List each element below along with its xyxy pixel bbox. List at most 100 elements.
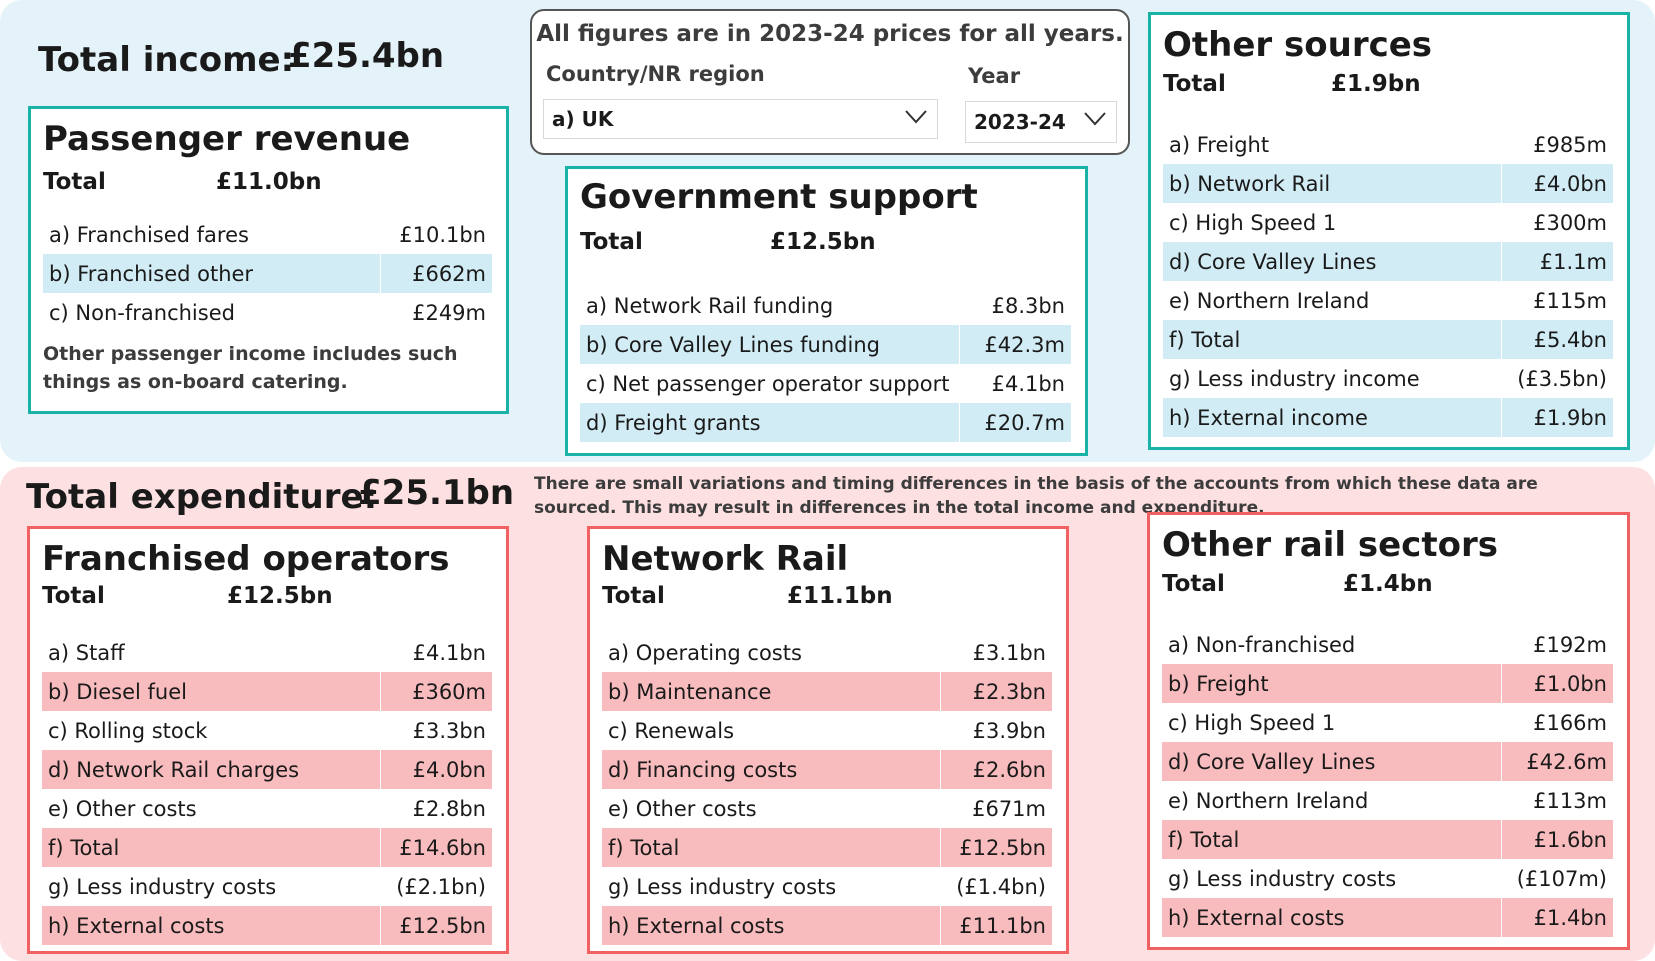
card-total-label: Total (602, 583, 665, 609)
card-total-value: £12.5bn (227, 583, 333, 609)
row-label: g) Less industry costs (1168, 866, 1397, 891)
row-label: c) High Speed 1 (1168, 710, 1336, 735)
table-row: c) Net passenger operator support £4.1bn (580, 364, 1071, 403)
total-income-value: £25.4bn (288, 36, 445, 76)
row-label: b) Network Rail (1169, 171, 1331, 196)
row-label: b) Core Valley Lines funding (586, 332, 880, 357)
region-dropdown[interactable]: a) UK (543, 99, 938, 139)
table-row: e) Northern Ireland £115m (1163, 281, 1613, 320)
table-row: a) Network Rail funding £8.3bn (580, 286, 1071, 325)
table-row: e) Other costs £2.8bn (42, 789, 492, 828)
other-sources-card: Other sources Total £1.9bn a) Freight £98… (1148, 12, 1630, 450)
row-label: c) High Speed 1 (1169, 210, 1337, 235)
table-row: b) Core Valley Lines funding £42.3m (580, 325, 1071, 364)
card-title: Other sources (1163, 25, 1433, 65)
table-row: h) External costs £1.4bn (1162, 898, 1613, 937)
row-value: £249m (412, 300, 486, 325)
row-value: £8.3bn (991, 293, 1065, 318)
row-value: £300m (1533, 210, 1607, 235)
table-row: g) Less industry costs (£107m) (1162, 859, 1613, 898)
row-value: £20.7m (959, 403, 1071, 442)
card-total-label: Total (42, 583, 105, 609)
row-value: £166m (1533, 710, 1607, 735)
row-value: £5.4bn (1501, 320, 1613, 359)
table-row: a) Operating costs £3.1bn (602, 633, 1052, 672)
row-label: c) Renewals (608, 718, 735, 743)
table-row: c) Rolling stock £3.3bn (42, 711, 492, 750)
network-rail-card: Network Rail Total £11.1bn a) Operating … (587, 526, 1069, 954)
prices-caption: All figures are in 2023-24 prices for al… (536, 21, 1124, 47)
row-value: £4.0bn (1501, 164, 1613, 203)
row-value: £42.6m (1501, 742, 1613, 781)
row-value: £1.6bn (1501, 820, 1613, 859)
region-filter-label: Country/NR region (546, 62, 765, 86)
total-income-label: Total income: (38, 40, 295, 80)
row-label: b) Franchised other (49, 261, 254, 286)
total-expenditure-label: Total expenditure: (26, 477, 378, 517)
region-dropdown-value: a) UK (552, 107, 614, 131)
card-title: Government support (580, 177, 978, 217)
table-row: h) External costs £11.1bn (602, 906, 1052, 945)
row-label: h) External costs (608, 913, 785, 938)
government-support-card: Government support Total £12.5bn a) Netw… (565, 166, 1088, 456)
row-value: £4.1bn (412, 640, 486, 665)
table-row: d) Core Valley Lines £42.6m (1162, 742, 1613, 781)
row-value: £4.1bn (991, 371, 1065, 396)
card-total-label: Total (580, 229, 643, 255)
year-dropdown[interactable]: 2023-24 (965, 101, 1117, 143)
row-value: £2.6bn (940, 750, 1052, 789)
franchised-operators-card: Franchised operators Total £12.5bn a) St… (27, 526, 509, 954)
table-row: g) Less industry costs (£1.4bn) (602, 867, 1052, 906)
row-label: h) External costs (1168, 905, 1345, 930)
row-value: £4.0bn (380, 750, 492, 789)
year-dropdown-value: 2023-24 (974, 110, 1066, 134)
row-value: £10.1bn (399, 222, 486, 247)
row-label: e) Other costs (48, 796, 197, 821)
row-value: £2.8bn (412, 796, 486, 821)
row-label: a) Freight (1169, 132, 1270, 157)
row-value: £2.3bn (940, 672, 1052, 711)
row-value: £985m (1533, 132, 1607, 157)
card-total-label: Total (43, 169, 106, 195)
chevron-down-icon (1084, 112, 1106, 126)
table-row: e) Northern Ireland £113m (1162, 781, 1613, 820)
row-label: b) Freight (1168, 671, 1269, 696)
filter-panel: All figures are in 2023-24 prices for al… (530, 9, 1130, 155)
row-value: £192m (1533, 632, 1607, 657)
row-label: g) Less industry income (1169, 366, 1420, 391)
table-row: d) Core Valley Lines £1.1m (1163, 242, 1613, 281)
table-row: e) Other costs £671m (602, 789, 1052, 828)
total-expenditure: Total expenditure: £25.1bn (26, 473, 514, 517)
table-row: d) Freight grants £20.7m (580, 403, 1071, 442)
row-value: (£107m) (1516, 866, 1607, 891)
card-total-value: £11.1bn (787, 583, 893, 609)
row-label: f) Total (48, 835, 120, 860)
table-row: b) Network Rail £4.0bn (1163, 164, 1613, 203)
table-row: f) Total £12.5bn (602, 828, 1052, 867)
row-value: £11.1bn (940, 906, 1052, 945)
row-label: c) Net passenger operator support (586, 371, 950, 396)
row-label: e) Northern Ireland (1169, 288, 1370, 313)
card-title: Network Rail (602, 539, 849, 579)
row-label: h) External income (1169, 405, 1368, 430)
card-title: Other rail sectors (1162, 525, 1498, 565)
row-label: a) Staff (48, 640, 125, 665)
row-label: f) Total (1169, 327, 1241, 352)
row-value: £3.3bn (412, 718, 486, 743)
row-value: £12.5bn (940, 828, 1052, 867)
row-value: (£2.1bn) (396, 874, 486, 899)
row-label: a) Franchised fares (49, 222, 249, 247)
table-row: a) Non-franchised £192m (1162, 625, 1613, 664)
row-value: £3.9bn (972, 718, 1046, 743)
row-label: d) Core Valley Lines (1168, 749, 1376, 774)
row-value: £360m (380, 672, 492, 711)
row-value: (£3.5bn) (1517, 366, 1607, 391)
table-row: c) Renewals £3.9bn (602, 711, 1052, 750)
row-value: £671m (972, 796, 1046, 821)
card-total-label: Total (1162, 571, 1225, 597)
total-expenditure-value: £25.1bn (358, 473, 515, 513)
table-row: f) Total £1.6bn (1162, 820, 1613, 859)
row-value: £662m (380, 254, 492, 293)
table-row: c) Non-franchised £249m (43, 293, 492, 332)
row-label: g) Less industry costs (608, 874, 837, 899)
